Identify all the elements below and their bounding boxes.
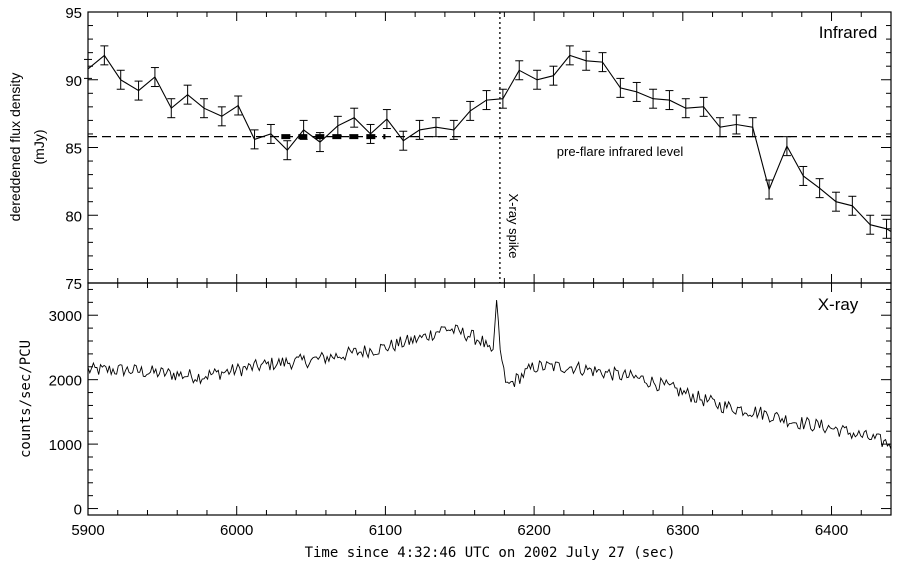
infrared-ytick-label: 80 bbox=[65, 208, 82, 225]
infrared-ytick-label: 85 bbox=[65, 141, 82, 158]
xray-data bbox=[87, 299, 892, 450]
infrared-light-curve bbox=[87, 54, 892, 232]
xtick-label: 5900 bbox=[71, 522, 104, 539]
xtick-label: 6400 bbox=[815, 522, 848, 539]
xtick-label: 6200 bbox=[517, 522, 550, 539]
xray-ytick-label: 1000 bbox=[49, 437, 82, 454]
infrared-data bbox=[84, 12, 892, 283]
xray-spike-label: X-ray spike bbox=[506, 193, 521, 258]
xray-axes: 0 1000 2000 3000 5900 6000 6100 6200 6300 6400 bbox=[49, 283, 892, 539]
infrared-panel: 75 80 85 90 95 Infrared pre-flare infrared l… bbox=[7, 5, 892, 293]
xtick-label: 6000 bbox=[220, 522, 253, 539]
infrared-ytick-label: 95 bbox=[65, 5, 82, 22]
infrared-ylabel-line2: (mJy) bbox=[31, 130, 47, 165]
xray-ytick-label: 2000 bbox=[49, 373, 82, 390]
xray-ytick-label: 3000 bbox=[49, 308, 82, 325]
xtick-label: 6300 bbox=[666, 522, 699, 539]
infrared-title: Infrared bbox=[819, 23, 878, 42]
xray-ytick-label: 0 bbox=[74, 502, 82, 519]
xray-light-curve bbox=[87, 299, 892, 450]
xray-plot-frame bbox=[87, 282, 892, 516]
infrared-ytick-label: 75 bbox=[65, 276, 82, 293]
infrared-plot-frame bbox=[87, 11, 892, 284]
xray-ylabel: counts/sec/PCU bbox=[18, 340, 34, 458]
infrared-ytick-label: 90 bbox=[65, 73, 82, 90]
xtick-label: 6100 bbox=[369, 522, 402, 539]
x-axis-label: Time since 4:32:46 UTC on 2002 July 27 (… bbox=[305, 545, 676, 561]
preflare-level-label: pre-flare infrared level bbox=[557, 144, 684, 159]
xray-title: X-ray bbox=[818, 295, 859, 314]
infrared-axes: 75 80 85 90 95 bbox=[65, 5, 892, 293]
xray-panel: 0 1000 2000 3000 5900 6000 6100 6200 6300 6400 X-… bbox=[18, 282, 892, 561]
infrared-ylabel-line1: dereddened flux density bbox=[7, 73, 23, 222]
